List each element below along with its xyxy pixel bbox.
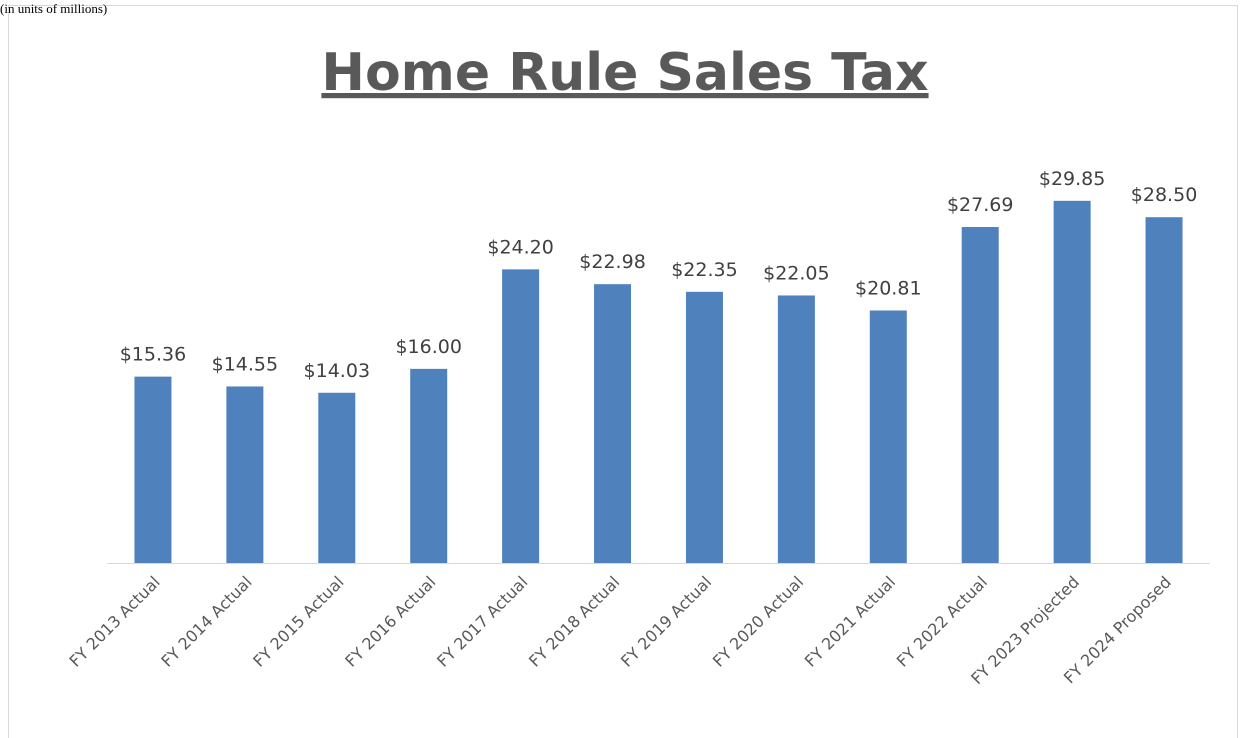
chart-subtitle: (in units of millions): [0, 1, 107, 16]
bar: [1053, 200, 1091, 563]
bar: [594, 284, 632, 563]
bar: [961, 227, 999, 563]
data-label: $22.35: [671, 259, 737, 281]
data-label: $22.05: [763, 262, 829, 284]
data-label: $16.00: [395, 336, 461, 358]
chart-title: Home Rule Sales Tax: [321, 43, 928, 103]
bar: [318, 392, 356, 563]
bar: [685, 291, 723, 563]
bar: [410, 368, 448, 563]
data-label: $27.69: [947, 194, 1013, 216]
bar: [869, 310, 907, 563]
data-label: $14.55: [212, 353, 278, 375]
data-label: $20.81: [855, 278, 921, 300]
bar: [777, 295, 815, 563]
data-label: $24.20: [487, 236, 553, 258]
bar: [1145, 217, 1183, 563]
bar: [226, 386, 264, 563]
data-label: $15.36: [120, 344, 186, 366]
data-label: $29.85: [1039, 168, 1105, 190]
bar: [134, 376, 172, 563]
bar: [502, 269, 540, 563]
data-label: $22.98: [579, 251, 645, 273]
data-label: $28.50: [1131, 184, 1197, 206]
data-label: $14.03: [304, 360, 370, 382]
